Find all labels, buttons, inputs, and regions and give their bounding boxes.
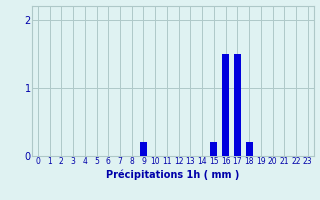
Bar xyxy=(222,54,229,156)
X-axis label: Précipitations 1h ( mm ): Précipitations 1h ( mm ) xyxy=(106,169,239,180)
Bar xyxy=(234,54,241,156)
Bar xyxy=(140,142,147,156)
Bar xyxy=(245,142,252,156)
Bar xyxy=(210,142,217,156)
